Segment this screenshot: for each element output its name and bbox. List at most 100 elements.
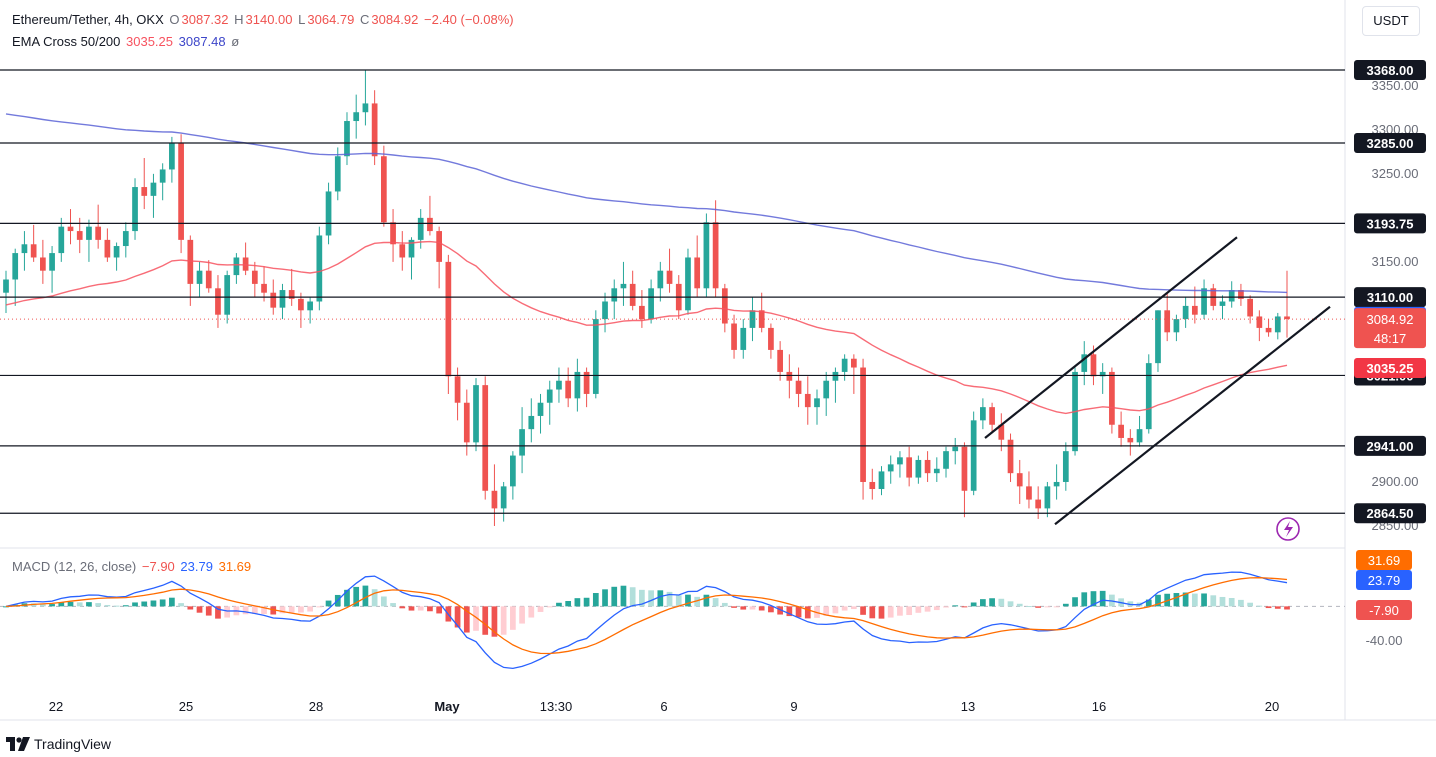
candle-body[interactable] bbox=[21, 244, 28, 254]
candle-body[interactable] bbox=[399, 244, 406, 258]
candle-body[interactable] bbox=[1035, 499, 1042, 509]
candle-body[interactable] bbox=[150, 182, 157, 196]
candle-body[interactable] bbox=[721, 288, 728, 324]
candle-body[interactable] bbox=[298, 298, 304, 311]
alert-lightning-icon[interactable] bbox=[1276, 517, 1300, 541]
candle-body[interactable] bbox=[731, 323, 737, 350]
candle-body[interactable] bbox=[1118, 424, 1124, 438]
candle-body[interactable] bbox=[1155, 310, 1161, 364]
candle-body[interactable] bbox=[537, 402, 544, 416]
candle-body[interactable] bbox=[390, 222, 396, 245]
candle-body[interactable] bbox=[307, 301, 313, 311]
candle-body[interactable] bbox=[574, 371, 581, 399]
candle-body[interactable] bbox=[648, 288, 654, 320]
candle-body[interactable] bbox=[768, 327, 774, 350]
candle-body[interactable] bbox=[49, 253, 55, 271]
candle-body[interactable] bbox=[1090, 354, 1097, 377]
candle-body[interactable] bbox=[1164, 310, 1171, 333]
candle-body[interactable] bbox=[169, 143, 175, 170]
candle-body[interactable] bbox=[1265, 327, 1272, 333]
candle-body[interactable] bbox=[943, 451, 949, 469]
candle-body[interactable] bbox=[666, 270, 673, 284]
candle-body[interactable] bbox=[325, 191, 332, 236]
candle-body[interactable] bbox=[205, 270, 212, 289]
candle-body[interactable] bbox=[703, 222, 710, 289]
candle-body[interactable] bbox=[583, 371, 590, 394]
candle-body[interactable] bbox=[685, 257, 691, 311]
candle-body[interactable] bbox=[933, 468, 940, 474]
candle-body[interactable] bbox=[380, 156, 387, 223]
candle-body[interactable] bbox=[113, 246, 120, 258]
candle-body[interactable] bbox=[565, 380, 572, 399]
candle-body[interactable] bbox=[362, 103, 369, 113]
candle-body[interactable] bbox=[12, 253, 19, 280]
candle-body[interactable] bbox=[353, 112, 360, 122]
candle-body[interactable] bbox=[694, 257, 701, 289]
candle-body[interactable] bbox=[1136, 429, 1143, 443]
candle-body[interactable] bbox=[1173, 319, 1180, 333]
candle-body[interactable] bbox=[187, 239, 194, 284]
candle-body[interactable] bbox=[980, 407, 986, 421]
candle-body[interactable] bbox=[1238, 290, 1244, 299]
channel-upper-line[interactable] bbox=[984, 236, 1238, 439]
candle-body[interactable] bbox=[1026, 486, 1032, 500]
candle-body[interactable] bbox=[288, 290, 295, 299]
candle-body[interactable] bbox=[897, 457, 903, 465]
candle-body[interactable] bbox=[408, 239, 415, 258]
ema-label[interactable]: EMA Cross 50/200 bbox=[12, 34, 121, 49]
candle-body[interactable] bbox=[546, 389, 553, 403]
candle-body[interactable] bbox=[1109, 371, 1115, 425]
candle-body[interactable] bbox=[592, 319, 599, 394]
candle-body[interactable] bbox=[463, 402, 470, 443]
candle-body[interactable] bbox=[178, 143, 184, 240]
candle-body[interactable] bbox=[758, 310, 765, 328]
candle-body[interactable] bbox=[878, 471, 885, 490]
candle-body[interactable] bbox=[510, 455, 516, 487]
candle-body[interactable] bbox=[242, 257, 249, 271]
candle-body[interactable] bbox=[95, 226, 102, 240]
candle-body[interactable] bbox=[159, 169, 166, 183]
candle-body[interactable] bbox=[556, 380, 562, 390]
candle-body[interactable] bbox=[491, 490, 498, 509]
candle-body[interactable] bbox=[1228, 290, 1235, 302]
candle-body[interactable] bbox=[832, 371, 839, 381]
candle-body[interactable] bbox=[76, 231, 83, 240]
candle-body[interactable] bbox=[270, 292, 277, 308]
candle-body[interactable] bbox=[1201, 288, 1207, 315]
candle-body[interactable] bbox=[850, 358, 857, 368]
symbol-label[interactable]: Ethereum/Tether, 4h, OKX bbox=[12, 12, 164, 27]
candle-body[interactable] bbox=[427, 217, 433, 232]
candle-body[interactable] bbox=[1247, 298, 1253, 317]
candle-body[interactable] bbox=[482, 385, 489, 491]
candle-body[interactable] bbox=[371, 103, 378, 157]
candle-body[interactable] bbox=[629, 283, 636, 306]
candle-body[interactable] bbox=[196, 270, 203, 284]
candle-body[interactable] bbox=[233, 257, 240, 276]
candle-body[interactable] bbox=[132, 187, 138, 232]
macd-label[interactable]: MACD (12, 26, close) bbox=[12, 559, 137, 574]
candle-body[interactable] bbox=[915, 459, 922, 478]
candle-body[interactable] bbox=[3, 279, 9, 293]
candle-body[interactable] bbox=[1127, 437, 1134, 443]
candle-body[interactable] bbox=[804, 393, 811, 408]
candle-body[interactable] bbox=[998, 424, 1005, 440]
candle-body[interactable] bbox=[1182, 305, 1189, 320]
candle-body[interactable] bbox=[334, 156, 341, 192]
candle-body[interactable] bbox=[30, 244, 37, 258]
candle-body[interactable] bbox=[657, 270, 664, 289]
candle-body[interactable] bbox=[141, 187, 148, 196]
candle-body[interactable] bbox=[777, 349, 783, 372]
candle-body[interactable] bbox=[1274, 316, 1281, 333]
candle-body[interactable] bbox=[528, 415, 535, 430]
candle-body[interactable] bbox=[519, 429, 525, 456]
candle-body[interactable] bbox=[251, 270, 258, 284]
candle-body[interactable] bbox=[611, 288, 618, 302]
candle-body[interactable] bbox=[344, 121, 350, 157]
candle-body[interactable] bbox=[58, 226, 65, 254]
candle-body[interactable] bbox=[40, 257, 46, 271]
candle-body[interactable] bbox=[104, 239, 111, 258]
candle-body[interactable] bbox=[1256, 316, 1263, 328]
candle-body[interactable] bbox=[887, 464, 894, 472]
candle-body[interactable] bbox=[740, 327, 747, 350]
